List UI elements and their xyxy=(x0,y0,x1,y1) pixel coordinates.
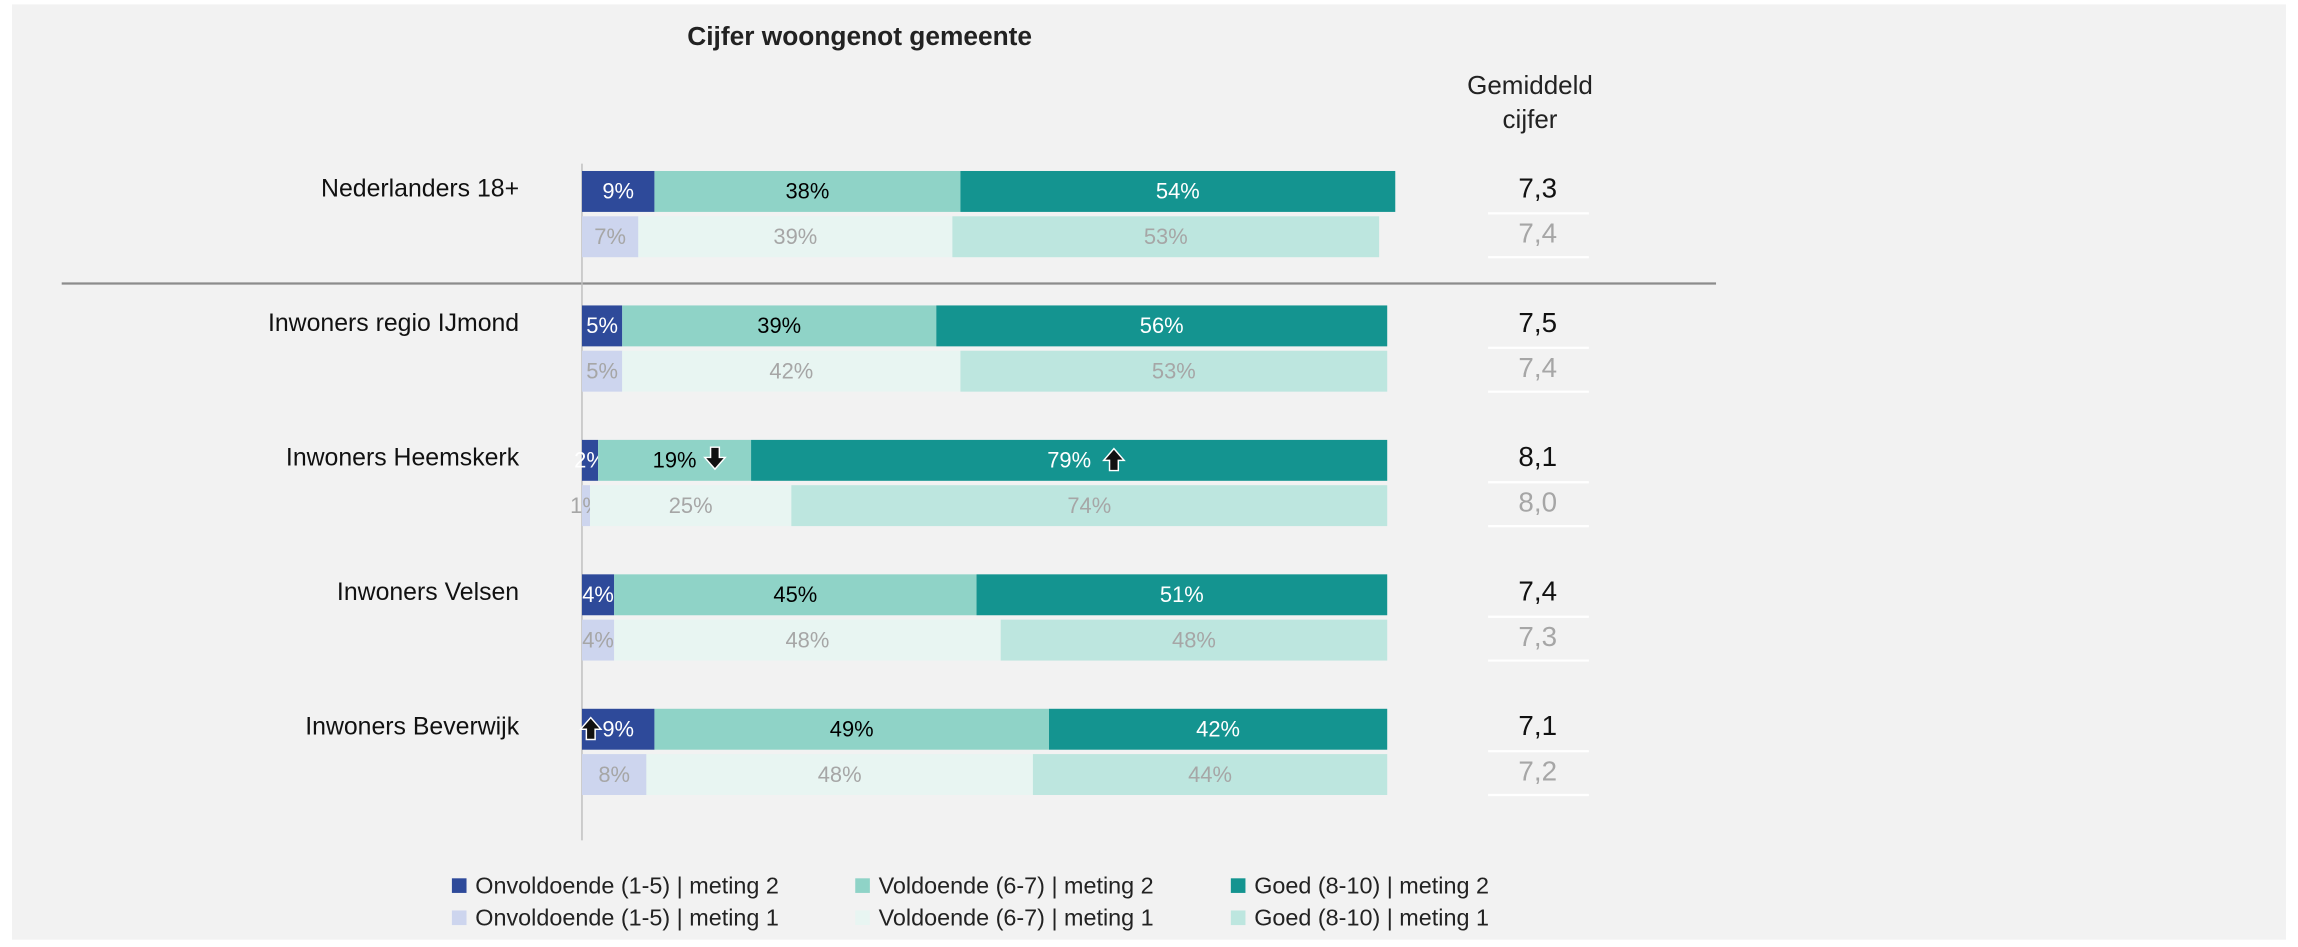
value-label: 5% xyxy=(586,358,618,383)
value-label: 42% xyxy=(769,358,813,383)
average-value: 7,2 xyxy=(1518,755,1557,786)
average-value: 7,4 xyxy=(1518,352,1557,383)
value-label: 39% xyxy=(757,313,801,338)
bar-segment xyxy=(936,305,1388,347)
arrow-up xyxy=(1102,447,1126,472)
category-label: Inwoners Beverwijk xyxy=(305,713,519,740)
legend-swatch xyxy=(451,910,467,926)
value-label: 48% xyxy=(1172,627,1216,652)
bar-segment xyxy=(654,708,1050,750)
bar-segment xyxy=(581,619,615,661)
bar-segment xyxy=(581,485,591,527)
category-label: Inwoners Heemskerk xyxy=(286,444,520,471)
value-label: 4% xyxy=(582,627,614,652)
value-label: 56% xyxy=(1140,313,1184,338)
value-label: 74% xyxy=(1067,493,1111,518)
category-label: Inwoners regio IJmond xyxy=(268,310,519,337)
value-label: 38% xyxy=(786,179,830,204)
bar-segment xyxy=(1049,708,1388,750)
bar-segment xyxy=(581,216,639,258)
legend-label: Onvoldoende (1-5) | meting 2 xyxy=(475,872,779,898)
bar-segment xyxy=(622,305,937,347)
value-label: 4% xyxy=(582,582,614,607)
legend-swatch xyxy=(1230,910,1246,926)
bar-segment xyxy=(614,619,1001,661)
value-label: 49% xyxy=(830,717,874,742)
legend-swatch xyxy=(451,878,467,893)
value-label: 9% xyxy=(602,717,634,742)
bar-segment xyxy=(581,305,623,347)
bars: Nederlanders 18+ 9% 38% 54% 7% 39% 53% 7,3 7,4 In… xyxy=(268,170,1589,930)
value-label: 51% xyxy=(1160,582,1204,607)
bar-segment xyxy=(638,216,953,258)
legend-label: Goed (8-10) | meting 2 xyxy=(1254,872,1489,898)
value-label: 25% xyxy=(669,493,713,518)
average-value: 7,3 xyxy=(1518,621,1557,652)
bar-segment xyxy=(581,574,615,616)
bar-segment xyxy=(581,439,599,481)
value-label: 5% xyxy=(586,313,618,338)
bar-segment xyxy=(976,574,1388,616)
significance-arrows xyxy=(578,446,1126,741)
legend-label: Goed (8-10) | meting 1 xyxy=(1254,904,1489,930)
bar-segment xyxy=(654,170,961,212)
legend-label: Onvoldoende (1-5) | meting 1 xyxy=(475,904,779,930)
legend-swatch xyxy=(855,878,870,893)
bar-segment xyxy=(614,574,977,616)
average-value: 7,5 xyxy=(1518,307,1557,338)
chart-title: Cijfer woongenot gemeente xyxy=(687,21,1032,51)
value-label: 79% xyxy=(1047,448,1091,473)
average-value: 8,1 xyxy=(1518,441,1557,472)
value-label: 48% xyxy=(818,762,862,787)
average-header: Gemiddeld cijfer xyxy=(1467,70,1593,134)
value-label: 8% xyxy=(598,762,630,787)
value-label: 7% xyxy=(594,224,626,249)
value-label: 44% xyxy=(1188,762,1232,787)
value-label: 53% xyxy=(1144,224,1188,249)
average-value: 7,1 xyxy=(1518,710,1557,741)
category-label: Inwoners Velsen xyxy=(337,579,519,606)
bar-segment xyxy=(791,485,1388,527)
bar-segment xyxy=(646,754,1033,796)
bar-segment xyxy=(622,350,961,392)
value-label: 19% xyxy=(653,448,697,473)
arrow-down xyxy=(703,446,727,471)
arrow-up xyxy=(578,716,603,741)
bar-segment xyxy=(1000,619,1388,661)
bar-segment xyxy=(581,170,655,212)
bar-segment xyxy=(960,170,1396,212)
bar-segment xyxy=(581,754,647,796)
value-label: 45% xyxy=(773,582,817,607)
average-value: 7,3 xyxy=(1518,172,1557,203)
value-label: 9% xyxy=(602,179,634,204)
average-value: 7,4 xyxy=(1518,218,1557,249)
value-label: 39% xyxy=(773,224,817,249)
legend-swatch xyxy=(1230,878,1246,893)
value-label: 54% xyxy=(1156,179,1200,204)
bar-segment xyxy=(952,216,1380,258)
bar-segment xyxy=(1032,754,1388,796)
bar-segment xyxy=(581,350,623,392)
value-label: 42% xyxy=(1196,717,1240,742)
value-label: 53% xyxy=(1152,358,1196,383)
category-label: Nederlanders 18+ xyxy=(321,176,519,203)
legend-label: Voldoende (6-7) | meting 2 xyxy=(879,872,1154,898)
bar-segment xyxy=(590,485,792,527)
bar-segment xyxy=(598,439,752,481)
legend-label: Voldoende (6-7) | meting 1 xyxy=(879,904,1154,930)
legend-swatch xyxy=(855,910,870,926)
bar-segment xyxy=(751,439,1388,481)
bar-segment xyxy=(960,350,1388,392)
average-value: 8,0 xyxy=(1518,487,1557,518)
value-label: 48% xyxy=(786,627,830,652)
average-value: 7,4 xyxy=(1518,576,1557,607)
